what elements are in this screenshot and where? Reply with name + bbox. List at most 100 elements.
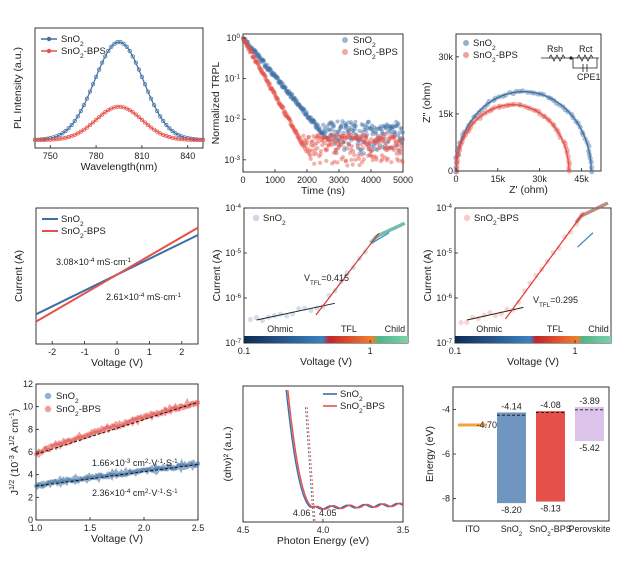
data-point [327,127,332,132]
data-point [487,309,493,316]
data-point [290,92,295,97]
data-point [351,136,356,141]
label-part: -BPS [551,524,572,534]
data-point [391,134,396,139]
tick-label: 10-7 [436,338,452,349]
data-point [354,133,359,138]
data-point [248,46,253,51]
series-line [35,226,199,323]
label-part: SnO [501,524,519,534]
data-point [252,47,257,53]
data-point [258,58,264,64]
data-point [333,150,338,155]
data-point [383,132,388,137]
data-point [367,141,372,146]
label-part: -3 [125,458,131,465]
circuit-node [569,56,573,60]
data-point [90,82,96,87]
data-point [339,125,344,130]
data-point [318,152,323,157]
x-tick-label: 2000 [297,175,317,185]
data-point [287,90,292,96]
data-point [270,72,276,77]
data-point [105,425,110,430]
data-point [345,128,350,133]
data-point [81,127,86,132]
region-label-tfl: TFL [547,324,563,334]
data-point [164,122,169,128]
data-point [376,138,381,143]
label-part: SnO [56,404,75,415]
data-point [378,159,384,164]
data-point [294,98,299,103]
data-point [43,482,48,487]
label-part: -BPS [496,50,518,61]
label-part: V [533,295,539,305]
data-point [279,105,284,110]
data-point [344,136,349,141]
data-point [292,128,297,133]
data-point [304,137,309,143]
data-point [329,133,334,139]
data-point [284,114,290,119]
data-point [349,157,354,163]
legend-label: SnO2 [56,391,79,405]
data-point [377,133,383,138]
data-point [145,123,151,128]
data-point [347,128,352,133]
data-point [257,56,263,61]
data-point [567,229,574,235]
data-point [397,151,402,156]
data-point [270,86,275,91]
x-tick-label: 5000 [393,175,413,185]
tick-label: 10-2 [224,114,240,125]
data-point [366,141,371,146]
data-point [387,128,393,134]
data-point [353,157,358,162]
data-point [354,136,359,141]
data-point [309,148,315,153]
data-point [589,169,595,175]
data-point [297,135,302,140]
data-point [89,432,93,436]
data-point [179,463,184,467]
label-part: SnO [56,391,75,402]
x-axis-label: Voltage (V) [91,533,143,545]
data-point [348,147,354,152]
data-point [315,133,320,138]
data-point [271,70,276,75]
data-point [251,54,256,59]
data-point [371,139,376,144]
data-point [326,143,331,148]
data-point [329,132,334,137]
data-point [396,158,401,163]
data-point [95,474,100,479]
data-point [343,122,349,128]
data-point [246,44,251,49]
data-point [334,136,339,142]
data-point [393,130,398,135]
data-point [474,116,480,122]
data-point [381,131,386,136]
data-point [260,58,265,63]
data-point [255,51,260,56]
data-point [268,70,273,75]
data-point [264,78,269,83]
x-axis-label: Voltage (V) [300,356,352,368]
data-point [562,234,568,240]
data-point [82,476,87,481]
data-point [339,157,344,162]
label-part: SnO [353,47,372,58]
data-point [308,156,313,161]
data-point [247,42,252,48]
data-point [292,95,297,100]
label-part: -7 [446,338,452,345]
data-point [352,123,357,128]
data-point [246,43,251,48]
data-point [306,135,311,140]
data-point [257,54,262,59]
y-tick-label: 8 [28,424,33,434]
data-point [276,99,281,105]
data-point [369,137,374,142]
data-point [271,89,276,95]
